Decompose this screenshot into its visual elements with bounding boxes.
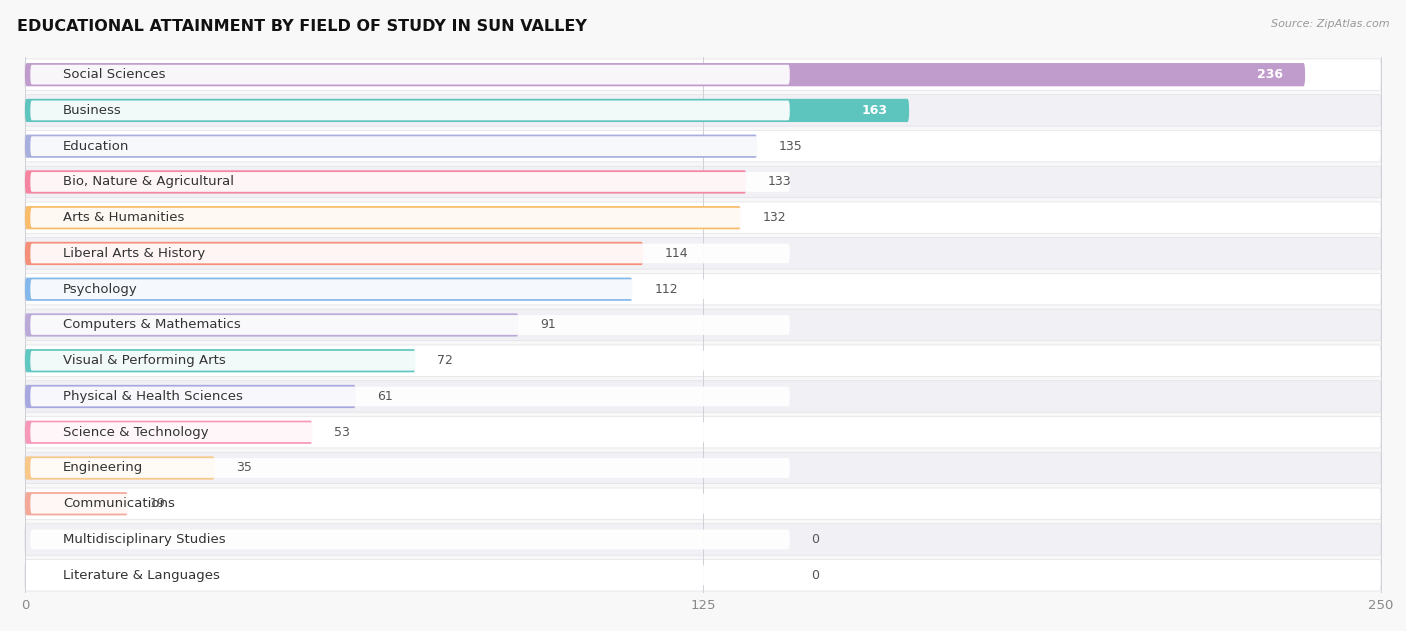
FancyBboxPatch shape <box>25 456 215 480</box>
Text: 0: 0 <box>811 533 820 546</box>
Text: Source: ZipAtlas.com: Source: ZipAtlas.com <box>1271 19 1389 29</box>
FancyBboxPatch shape <box>31 208 790 228</box>
FancyBboxPatch shape <box>25 59 1381 90</box>
Text: Business: Business <box>63 104 122 117</box>
Text: 0: 0 <box>811 569 820 582</box>
FancyBboxPatch shape <box>25 95 1381 126</box>
FancyBboxPatch shape <box>25 421 312 444</box>
Text: 112: 112 <box>654 283 678 296</box>
FancyBboxPatch shape <box>31 387 790 406</box>
Text: Education: Education <box>63 139 129 153</box>
FancyBboxPatch shape <box>25 278 633 301</box>
Text: 91: 91 <box>540 319 555 331</box>
Text: 35: 35 <box>236 461 252 475</box>
Text: Communications: Communications <box>63 497 174 510</box>
FancyBboxPatch shape <box>25 488 1381 519</box>
FancyBboxPatch shape <box>25 206 741 229</box>
FancyBboxPatch shape <box>25 166 1381 198</box>
FancyBboxPatch shape <box>31 458 790 478</box>
FancyBboxPatch shape <box>31 136 790 156</box>
Text: EDUCATIONAL ATTAINMENT BY FIELD OF STUDY IN SUN VALLEY: EDUCATIONAL ATTAINMENT BY FIELD OF STUDY… <box>17 19 586 34</box>
FancyBboxPatch shape <box>25 380 1381 412</box>
Text: Engineering: Engineering <box>63 461 143 475</box>
Text: Computers & Mathematics: Computers & Mathematics <box>63 319 240 331</box>
FancyBboxPatch shape <box>25 560 1381 591</box>
Text: Psychology: Psychology <box>63 283 138 296</box>
FancyBboxPatch shape <box>25 492 128 516</box>
FancyBboxPatch shape <box>25 273 1381 305</box>
Text: 163: 163 <box>862 104 887 117</box>
Text: 114: 114 <box>665 247 689 260</box>
FancyBboxPatch shape <box>31 494 790 514</box>
Text: 236: 236 <box>1257 68 1284 81</box>
FancyBboxPatch shape <box>25 63 1305 86</box>
FancyBboxPatch shape <box>25 452 1381 484</box>
Text: Physical & Health Sciences: Physical & Health Sciences <box>63 390 243 403</box>
Text: Bio, Nature & Agricultural: Bio, Nature & Agricultural <box>63 175 233 189</box>
Text: Literature & Languages: Literature & Languages <box>63 569 219 582</box>
Text: 72: 72 <box>437 354 453 367</box>
FancyBboxPatch shape <box>31 244 790 263</box>
FancyBboxPatch shape <box>25 416 1381 448</box>
FancyBboxPatch shape <box>25 202 1381 233</box>
FancyBboxPatch shape <box>25 242 644 265</box>
Text: Liberal Arts & History: Liberal Arts & History <box>63 247 205 260</box>
FancyBboxPatch shape <box>31 100 790 121</box>
Text: 132: 132 <box>762 211 786 224</box>
FancyBboxPatch shape <box>25 524 1381 555</box>
FancyBboxPatch shape <box>25 314 519 336</box>
FancyBboxPatch shape <box>31 65 790 85</box>
Text: Science & Technology: Science & Technology <box>63 426 208 439</box>
FancyBboxPatch shape <box>25 131 1381 162</box>
Text: 19: 19 <box>149 497 166 510</box>
FancyBboxPatch shape <box>31 280 790 299</box>
FancyBboxPatch shape <box>25 309 1381 341</box>
FancyBboxPatch shape <box>25 99 910 122</box>
Text: 135: 135 <box>779 139 803 153</box>
FancyBboxPatch shape <box>31 351 790 370</box>
FancyBboxPatch shape <box>25 170 747 194</box>
Text: 61: 61 <box>378 390 394 403</box>
Text: Visual & Performing Arts: Visual & Performing Arts <box>63 354 225 367</box>
Text: Arts & Humanities: Arts & Humanities <box>63 211 184 224</box>
FancyBboxPatch shape <box>31 315 790 335</box>
FancyBboxPatch shape <box>31 565 790 585</box>
FancyBboxPatch shape <box>25 345 1381 377</box>
Text: Social Sciences: Social Sciences <box>63 68 166 81</box>
FancyBboxPatch shape <box>31 422 790 442</box>
FancyBboxPatch shape <box>31 172 790 192</box>
Text: 133: 133 <box>768 175 792 189</box>
FancyBboxPatch shape <box>25 385 356 408</box>
FancyBboxPatch shape <box>25 349 416 372</box>
FancyBboxPatch shape <box>31 529 790 550</box>
Text: Multidisciplinary Studies: Multidisciplinary Studies <box>63 533 225 546</box>
FancyBboxPatch shape <box>25 238 1381 269</box>
Text: 53: 53 <box>335 426 350 439</box>
FancyBboxPatch shape <box>25 134 758 158</box>
